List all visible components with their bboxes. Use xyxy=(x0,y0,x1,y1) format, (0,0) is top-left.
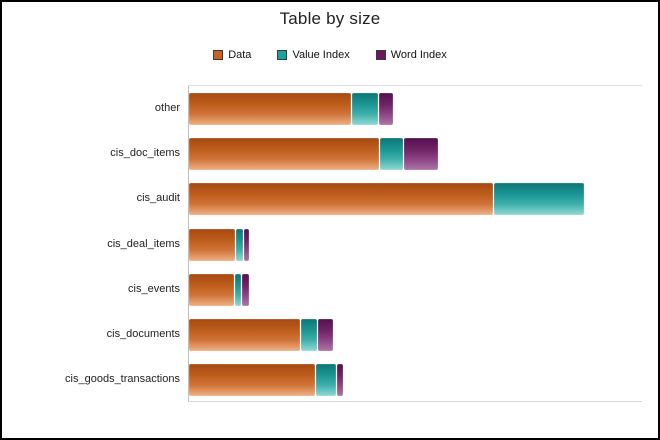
category-label: cis_audit xyxy=(136,192,180,205)
bar-segment-value-index xyxy=(494,183,584,216)
data-swatch-icon xyxy=(213,50,224,60)
legend-label: Data xyxy=(228,49,252,61)
stacked-bar-cis_doc_items xyxy=(189,137,438,170)
stacked-bar-cis_deal_items xyxy=(189,228,249,261)
bar-segment-data xyxy=(189,183,493,216)
bar-segment-word-index xyxy=(318,319,333,352)
bar-segment-word-index xyxy=(244,228,249,261)
category-label: other xyxy=(154,101,180,114)
bar-segment-data xyxy=(189,273,234,306)
value-index-swatch-icon xyxy=(277,50,288,60)
category-label: cis_doc_items xyxy=(110,146,180,159)
plot-area xyxy=(188,85,642,402)
bar-segment-value-index xyxy=(236,228,243,261)
stacked-bar-cis_goods_transactions xyxy=(189,364,343,397)
chart-title: Table by size xyxy=(279,9,381,28)
legend: Data Value Index Word Index xyxy=(2,49,658,61)
bar-segment-value-index xyxy=(380,137,403,170)
stacked-bar-cis_audit xyxy=(189,183,584,216)
bar-segment-data xyxy=(189,137,379,170)
stacked-bar-cis_documents xyxy=(189,319,333,352)
bar-segment-value-index xyxy=(301,319,317,352)
bar-segment-word-index xyxy=(242,273,249,306)
bar-segment-data xyxy=(189,228,235,261)
legend-label: Word Index xyxy=(390,49,447,61)
category-label: cis_documents xyxy=(106,328,180,341)
bar-segment-data xyxy=(189,319,300,352)
bar-segment-data xyxy=(189,364,315,397)
word-index-swatch-icon xyxy=(375,50,386,60)
bar-segment-value-index xyxy=(235,273,241,306)
stacked-bar-other xyxy=(189,92,393,125)
legend-item-value-index: Value Index xyxy=(277,49,350,61)
bar-segment-value-index xyxy=(316,364,336,397)
bar-segment-data xyxy=(189,92,351,125)
category-label: cis_events xyxy=(128,282,180,295)
bar-segment-word-index xyxy=(337,364,343,397)
legend-item-word-index: Word Index xyxy=(375,49,447,61)
stacked-bar-cis_events xyxy=(189,273,249,306)
legend-label: Value Index xyxy=(292,49,350,61)
bar-segment-word-index xyxy=(404,137,438,170)
bar-segment-word-index xyxy=(379,92,393,125)
bar-segment-value-index xyxy=(352,92,378,125)
category-label: cis_deal_items xyxy=(107,237,180,250)
legend-item-data: Data xyxy=(213,49,251,61)
category-label: cis_goods_transactions xyxy=(65,373,180,386)
